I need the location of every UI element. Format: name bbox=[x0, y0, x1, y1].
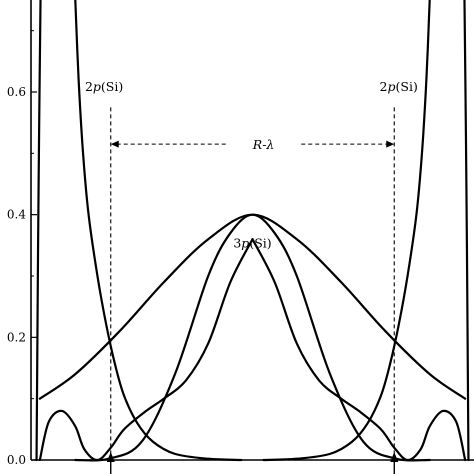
axes bbox=[30, 0, 474, 461]
y-tick-label: 0.2 bbox=[7, 330, 26, 344]
y-ticks: 0.0 0.2 0.4 0.6 bbox=[7, 30, 37, 467]
label-2p-right: 2p(Si) bbox=[380, 79, 418, 94]
y-tick-label: 0.0 bbox=[7, 453, 26, 467]
label-r-lambda: R-λ bbox=[252, 137, 275, 152]
series-2p-left-tail bbox=[74, 0, 243, 462]
series-2p-right-tail bbox=[262, 0, 431, 462]
series-2p-right-peak bbox=[463, 0, 470, 462]
guides bbox=[106, 107, 399, 474]
dimension-arrow-right bbox=[386, 140, 395, 148]
series-core-right bbox=[251, 238, 467, 462]
dimension-arrow-left bbox=[110, 140, 119, 148]
series-core-left bbox=[38, 238, 254, 462]
y-tick-label: 0.6 bbox=[7, 85, 26, 99]
x-marker-arrow-right bbox=[390, 452, 399, 462]
series-narrow-bell bbox=[74, 213, 431, 462]
y-tick-label: 0.4 bbox=[7, 208, 26, 222]
label-3p: 3p(Si) bbox=[233, 235, 271, 250]
series-2p-left-peak bbox=[35, 0, 42, 462]
curves bbox=[35, 0, 470, 462]
label-2p-left: 2p(Si) bbox=[85, 79, 123, 94]
x-marker-arrow-left bbox=[106, 452, 115, 462]
